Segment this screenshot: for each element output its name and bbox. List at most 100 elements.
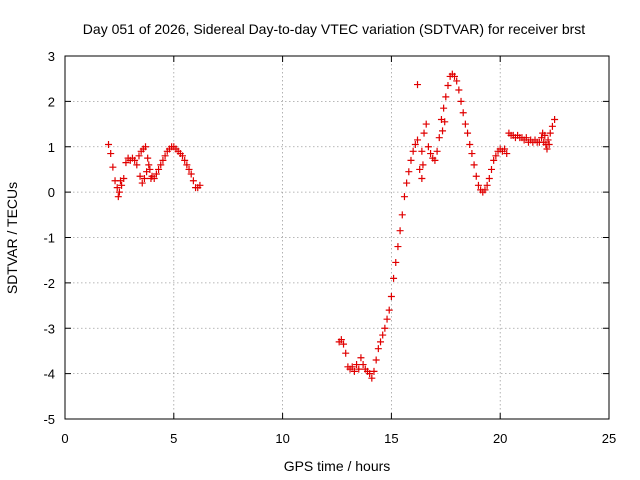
data-point xyxy=(142,143,150,151)
data-point xyxy=(337,336,345,344)
data-point xyxy=(418,147,426,155)
y-tick-label: 1 xyxy=(48,140,55,155)
data-point xyxy=(189,177,197,185)
y-tick-labels: -5 -4 -3 -2 -1 0 1 2 3 xyxy=(43,49,55,427)
data-point xyxy=(359,361,367,369)
series-6 xyxy=(539,129,553,153)
data-point xyxy=(183,161,191,169)
series-1 xyxy=(114,161,155,201)
data-point xyxy=(394,243,402,251)
data-point xyxy=(179,152,187,160)
data-point xyxy=(418,175,426,183)
data-point xyxy=(340,340,348,348)
data-point xyxy=(396,227,404,235)
data-point xyxy=(387,292,395,300)
data-point xyxy=(487,165,495,173)
data-point xyxy=(115,188,123,196)
y-tick-label: -1 xyxy=(43,231,55,246)
data-point xyxy=(147,175,155,183)
data-point xyxy=(138,179,146,187)
x-tick-labels: 0 5 10 15 20 25 xyxy=(61,431,616,446)
data-point xyxy=(414,81,422,89)
axis-ticks xyxy=(64,55,610,420)
data-point xyxy=(187,170,195,178)
data-point xyxy=(470,161,478,169)
data-point xyxy=(427,150,435,158)
data-point xyxy=(372,356,380,364)
data-point xyxy=(490,156,498,164)
data-point xyxy=(403,179,411,187)
series-0 xyxy=(105,140,204,196)
data-point xyxy=(435,134,443,142)
y-tick-label: 0 xyxy=(48,185,55,200)
y-tick-label: 2 xyxy=(48,94,55,109)
data-point xyxy=(390,274,398,282)
data-point xyxy=(441,118,449,126)
data-point xyxy=(439,127,447,135)
y-tick-label: -2 xyxy=(43,276,55,291)
data-point xyxy=(483,181,491,189)
data-point xyxy=(472,172,480,180)
data-point xyxy=(468,150,476,158)
data-point xyxy=(451,72,459,80)
data-point xyxy=(357,354,365,362)
data-point xyxy=(107,150,115,158)
x-tick-label: 0 xyxy=(61,431,68,446)
data-point xyxy=(381,324,389,332)
data-point xyxy=(407,156,415,164)
data-point xyxy=(419,161,427,169)
data-point xyxy=(424,143,432,151)
data-point xyxy=(501,145,509,153)
y-tick-label: 3 xyxy=(48,49,55,64)
x-tick-label: 5 xyxy=(170,431,177,446)
data-point xyxy=(416,165,424,173)
data-point xyxy=(392,258,400,266)
data-point xyxy=(152,170,160,178)
x-axis-title: GPS time / hours xyxy=(284,458,391,474)
series-3 xyxy=(416,70,511,196)
data-point xyxy=(355,365,363,373)
data-point xyxy=(185,165,193,173)
data-point xyxy=(342,349,350,357)
data-point xyxy=(383,315,391,323)
data-point xyxy=(541,131,549,139)
series-5 xyxy=(505,116,559,148)
x-tick-label: 25 xyxy=(602,431,616,446)
grid-lines xyxy=(65,56,609,419)
data-point xyxy=(145,161,153,169)
data-point xyxy=(464,129,472,137)
data-point xyxy=(157,161,165,169)
data-point xyxy=(405,168,413,176)
data-point xyxy=(440,104,448,112)
x-tick-label: 20 xyxy=(493,431,507,446)
data-point xyxy=(370,367,378,375)
data-point xyxy=(455,86,463,94)
data-point xyxy=(155,165,163,173)
data-point xyxy=(118,181,126,189)
data-point xyxy=(481,186,489,194)
data-point xyxy=(348,363,356,371)
data-point xyxy=(144,154,152,162)
data-point xyxy=(459,109,467,117)
data-point xyxy=(431,156,439,164)
data-point xyxy=(422,120,430,128)
data-point xyxy=(414,136,422,144)
y-axis-title: SDTVAR / TECUs xyxy=(4,182,20,294)
data-point xyxy=(135,152,143,160)
data-point xyxy=(411,140,419,148)
data-points xyxy=(105,70,559,382)
data-point xyxy=(131,156,139,164)
data-point xyxy=(122,159,130,167)
data-point xyxy=(377,338,385,346)
data-point xyxy=(442,93,450,101)
data-point xyxy=(353,361,361,369)
chart-title: Day 051 of 2026, Sidereal Day-to-day VTE… xyxy=(83,21,585,37)
data-point xyxy=(433,147,441,155)
data-point xyxy=(461,120,469,128)
data-point xyxy=(366,370,374,378)
data-point xyxy=(503,150,511,158)
data-point xyxy=(181,156,189,164)
data-point xyxy=(113,184,121,192)
data-point xyxy=(544,136,552,144)
